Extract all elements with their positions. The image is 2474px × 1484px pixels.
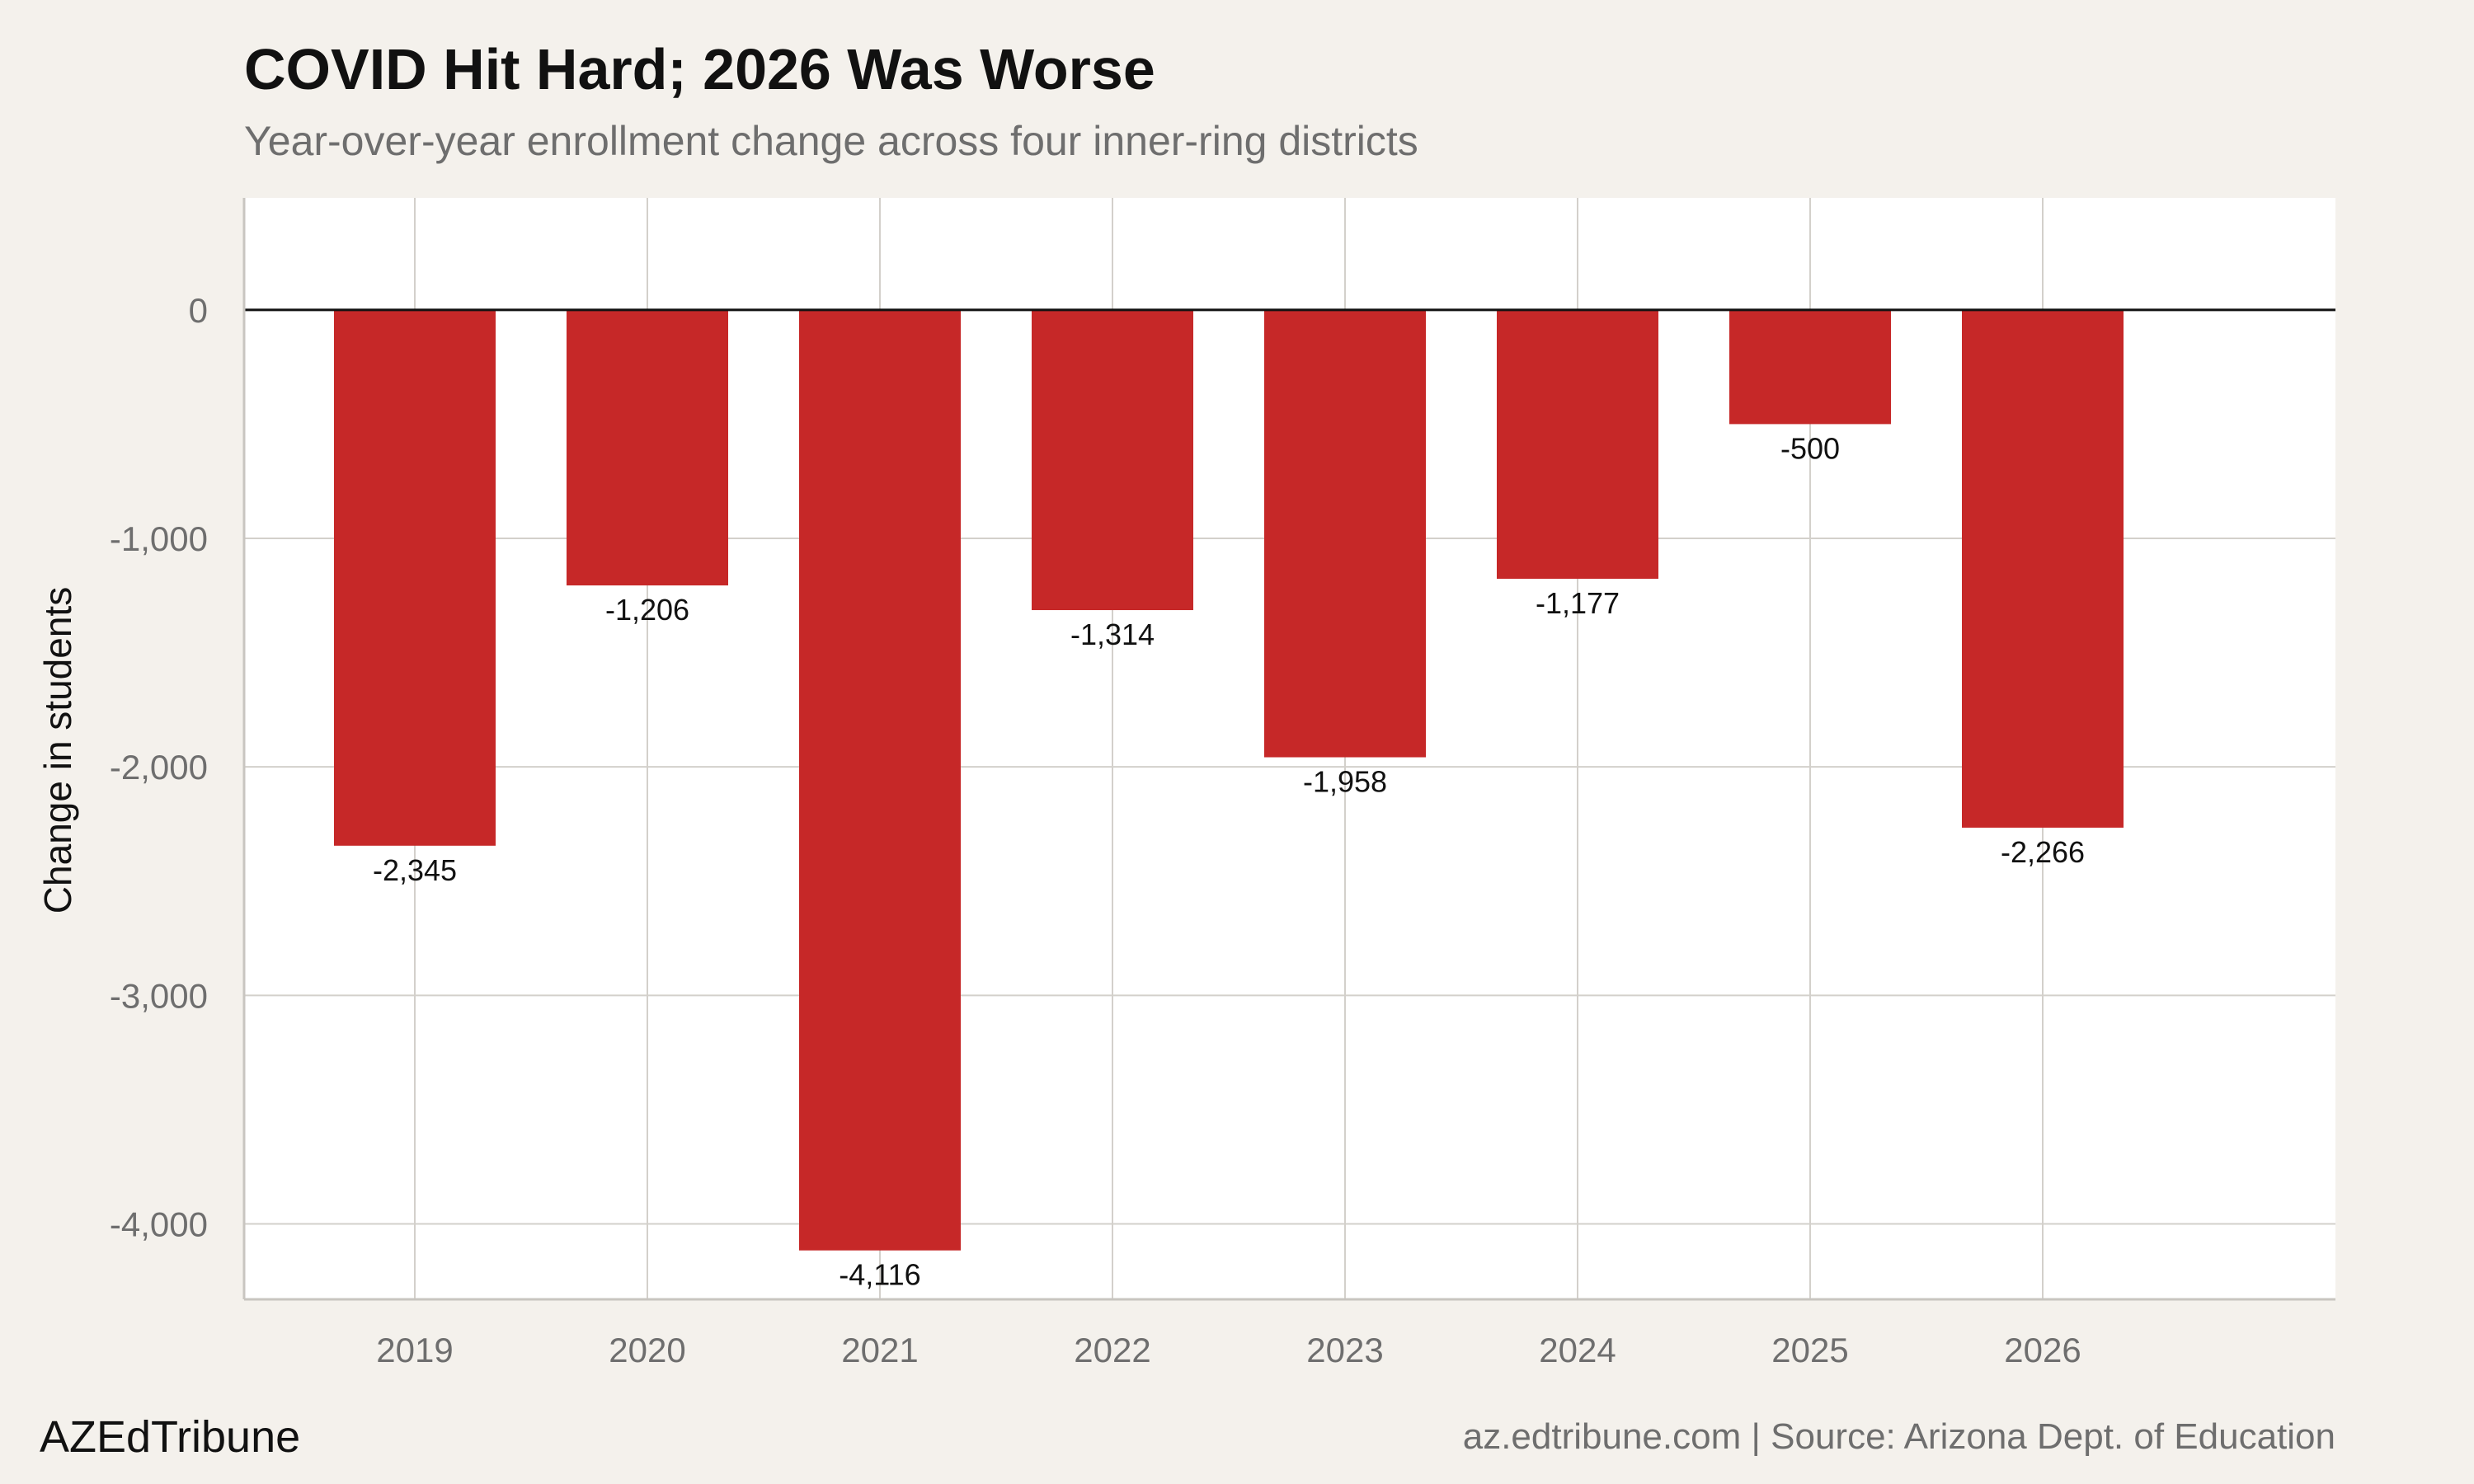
data-label: -1,177 — [1536, 586, 1620, 620]
x-tick-label: 2024 — [1539, 1331, 1616, 1369]
source-note: az.edtribune.com | Source: Arizona Dept.… — [1462, 1416, 2335, 1457]
bar-2026 — [1962, 309, 2124, 828]
bar-2025 — [1729, 309, 1891, 425]
bar-2021 — [799, 309, 961, 1251]
y-tick-label: 0 — [189, 291, 208, 330]
data-label: -500 — [1780, 431, 1840, 465]
x-tick-label: 2025 — [1771, 1331, 1848, 1369]
bar-2020 — [567, 309, 728, 586]
data-label: -2,345 — [373, 853, 457, 887]
chart-title: COVID Hit Hard; 2026 Was Worse — [244, 37, 1155, 101]
x-tick-label: 2019 — [376, 1331, 453, 1369]
y-axis-tick-labels: 0 -1,000 -2,000 -3,000 -4,000 — [110, 291, 208, 1244]
y-tick-label: -2,000 — [110, 748, 208, 787]
x-tick-label: 2026 — [2004, 1331, 2081, 1369]
y-tick-label: -4,000 — [110, 1205, 208, 1244]
bar-2019 — [334, 309, 496, 846]
bar-2022 — [1032, 309, 1193, 611]
bar-2024 — [1497, 309, 1658, 580]
x-tick-label: 2020 — [609, 1331, 685, 1369]
x-tick-label: 2022 — [1074, 1331, 1150, 1369]
data-labels: -2,345 -1,206 -4,116 -1,314 -1,958 -1,177 -500… — [373, 431, 2085, 1291]
data-label: -1,958 — [1303, 765, 1387, 799]
data-label: -2,266 — [2001, 835, 2085, 869]
x-tick-label: 2023 — [1306, 1331, 1383, 1369]
chart-subtitle: Year-over-year enrollment change across … — [244, 118, 1418, 164]
data-label: -4,116 — [839, 1258, 920, 1292]
data-label: -1,314 — [1070, 618, 1155, 651]
bar-2023 — [1264, 309, 1426, 758]
x-axis-tick-labels: 2019 2020 2021 2022 2023 2024 2025 2026 — [376, 1331, 2081, 1369]
axis-lines — [242, 198, 2335, 1301]
bars — [334, 309, 2124, 1251]
y-axis-title: Change in students — [36, 587, 79, 913]
y-tick-label: -3,000 — [110, 976, 208, 1015]
brand-logo-text: AZEdTribune — [40, 1412, 301, 1462]
x-tick-label: 2021 — [841, 1331, 918, 1369]
y-tick-label: -1,000 — [110, 519, 208, 558]
data-label: -1,206 — [605, 593, 689, 627]
